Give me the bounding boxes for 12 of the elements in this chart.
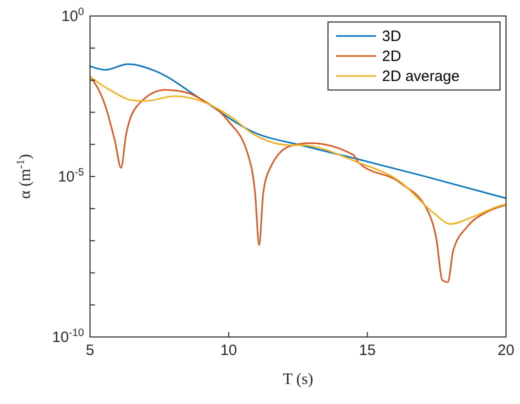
x-axis-title: T (s) [282,371,314,388]
y-tick-label: 10$^{-5}$ [58,166,84,186]
x-tick-label: 15 [358,342,376,359]
y-tick-label: 10$^{-10}$ [52,327,84,346]
y-tick-label: 10$^{0}$ [61,6,84,25]
x-tick-label: 5 [86,342,94,359]
legend-label: 2D [382,48,402,65]
x-tick-label: 10 [220,342,238,359]
legend-label: 2D average [382,68,460,85]
line-series [90,63,506,200]
x-tick-label: 20 [498,342,514,359]
legend-label: 3D [382,28,402,45]
